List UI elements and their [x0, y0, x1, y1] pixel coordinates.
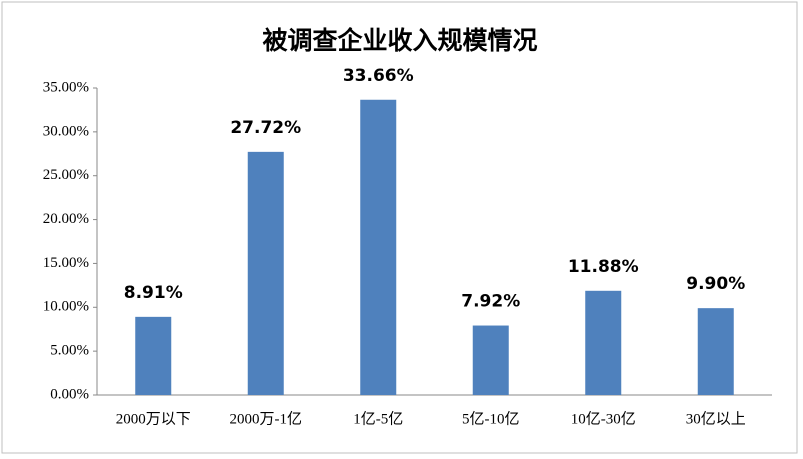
bar — [472, 325, 509, 395]
x-tick-label: 10亿-30亿 — [571, 410, 636, 427]
y-tick-label: 0.00% — [50, 386, 89, 402]
bar — [697, 308, 734, 395]
value-label: 27.72% — [230, 118, 301, 138]
y-tick-label: 5.00% — [50, 343, 89, 359]
value-label: 9.90% — [686, 274, 745, 294]
y-tick-label: 35.00% — [43, 79, 89, 95]
value-label: 33.66% — [343, 66, 414, 86]
bar — [360, 99, 397, 395]
y-tick-label: 30.00% — [43, 123, 89, 139]
value-label: 11.88% — [568, 257, 639, 277]
x-tick-label: 1亿-5亿 — [353, 410, 403, 427]
bar — [585, 290, 622, 395]
bar — [135, 316, 172, 395]
value-label: 8.91% — [124, 283, 183, 303]
x-tick-label: 5亿-10亿 — [462, 410, 520, 427]
x-tick-label: 2000万以下 — [116, 411, 191, 427]
x-tick-label: 30亿以上 — [686, 410, 746, 427]
chart-title: 被调查企业收入规模情况 — [262, 26, 537, 55]
x-tick-label: 2000万-1亿 — [230, 410, 303, 427]
y-tick-label: 25.00% — [43, 167, 89, 183]
y-tick-label: 15.00% — [43, 255, 89, 271]
y-tick-label: 20.00% — [43, 211, 89, 227]
y-tick-label: 10.00% — [43, 299, 89, 315]
chart-border — [1, 1, 798, 454]
value-label: 7.92% — [461, 292, 520, 312]
bar — [247, 151, 284, 395]
